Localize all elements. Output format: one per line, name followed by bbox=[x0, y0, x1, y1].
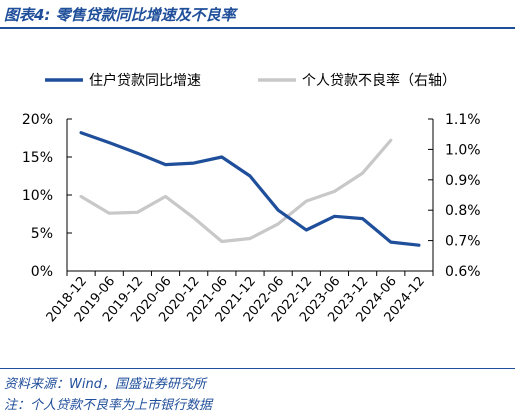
source-note: 资料来源：Wind，国盛证券研究所 bbox=[4, 377, 206, 392]
chart-axes: 0%5%10%15%20%0.6%0.7%0.8%0.9%1.0%1.1%201… bbox=[22, 112, 481, 325]
chart-legend: 住户贷款同比增速 个人贷款不良率（右轴） bbox=[45, 72, 456, 89]
legend-label-1: 个人贷款不良率（右轴） bbox=[302, 72, 456, 89]
legend-label-0: 住户贷款同比增速 bbox=[89, 72, 201, 89]
figure-title: 图表4: 零售贷款同比增速及不良率 bbox=[4, 6, 236, 24]
title-rule bbox=[0, 27, 515, 29]
y-right-tick-label: 1.0% bbox=[445, 142, 481, 158]
y-right-tick-label: 0.9% bbox=[445, 173, 481, 189]
series-line-1 bbox=[79, 138, 393, 244]
line-chart: 住户贷款同比增速 个人贷款不良率（右轴） 0% 5% 10% 15% 20% 0.6% 0.7… bbox=[22, 72, 481, 325]
y-left-tick-label: 15% bbox=[22, 150, 53, 166]
y-right-tick-label: 0.7% bbox=[445, 234, 481, 250]
footer-rule bbox=[0, 368, 515, 369]
y-left-tick-label: 0% bbox=[31, 264, 53, 280]
y-left-tick-label: 20% bbox=[22, 112, 53, 128]
series-line-0 bbox=[79, 131, 421, 247]
chart-lines bbox=[79, 131, 421, 247]
y-left-tick-label: 10% bbox=[22, 188, 53, 204]
y-right-tick-label: 1.1% bbox=[445, 112, 481, 128]
footnote: 注：个人贷款不良率为上市银行数据 bbox=[4, 398, 213, 413]
y-right-tick-label: 0.8% bbox=[445, 203, 481, 219]
y-right-tick-label: 0.6% bbox=[445, 264, 481, 280]
y-left-tick-label: 5% bbox=[31, 226, 53, 242]
